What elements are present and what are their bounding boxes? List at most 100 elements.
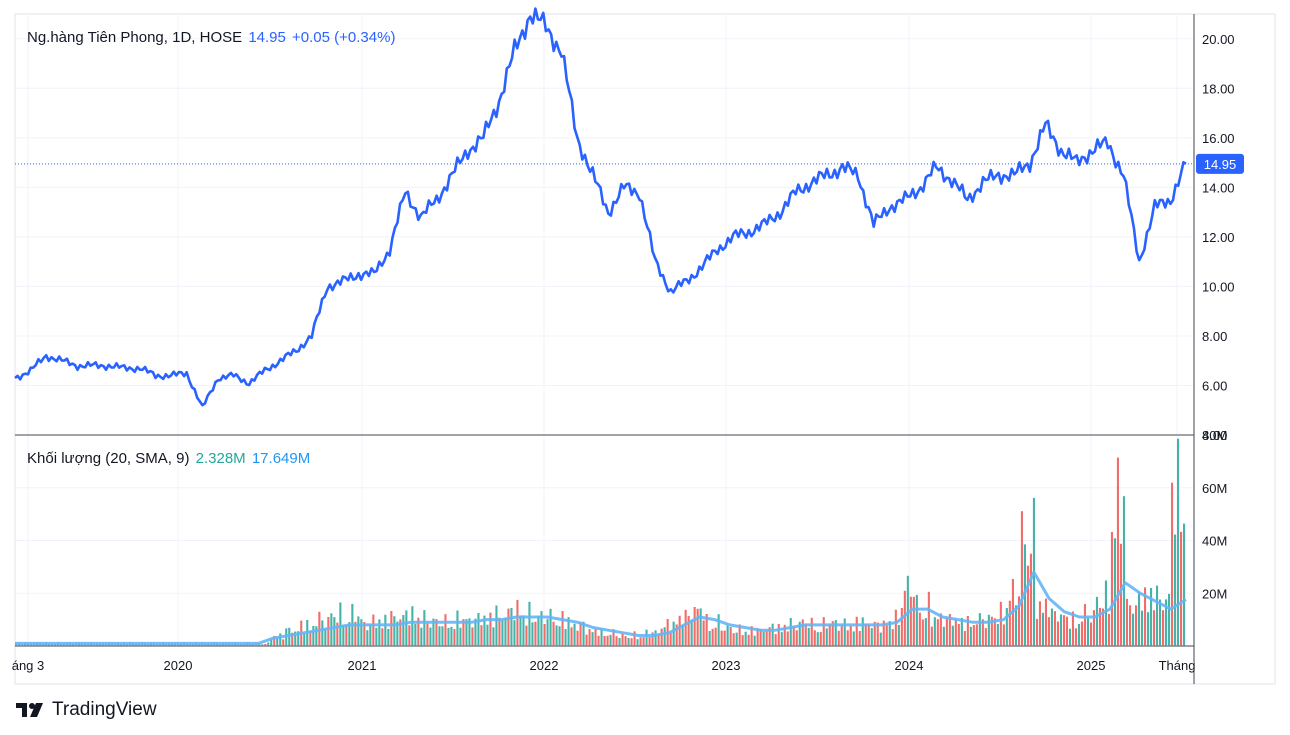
volume-bar — [708, 631, 711, 646]
volume-bar — [291, 632, 294, 646]
volume-bar — [63, 643, 66, 646]
volume-bar — [909, 596, 912, 646]
volume-bar — [231, 644, 234, 646]
volume-bar — [330, 613, 333, 646]
volume-tick-label: 60M — [1202, 481, 1227, 496]
volume-bar — [15, 644, 18, 646]
price-layer — [14, 7, 1187, 407]
volume-bar — [1104, 580, 1107, 646]
volume-bar — [585, 634, 588, 646]
volume-bar — [399, 619, 402, 646]
volume-bar — [975, 624, 978, 646]
time-tick-label: Tháng — [1159, 658, 1196, 673]
volume-bar — [480, 625, 483, 646]
volume-bar — [927, 591, 930, 646]
volume-bar — [873, 621, 876, 646]
volume-bar — [1144, 587, 1147, 646]
volume-bar — [1065, 616, 1068, 646]
volume-bar — [165, 644, 168, 646]
volume-bar — [648, 636, 651, 646]
price-tick-label: 6.00 — [1202, 378, 1227, 393]
volume-bar — [1107, 613, 1110, 646]
time-tick-label: áng 3 — [12, 658, 45, 673]
volume-bar — [1141, 610, 1144, 646]
volume-bar — [375, 627, 378, 646]
last-price-badge-text: 14.95 — [1204, 157, 1237, 172]
volume-bar — [489, 612, 492, 646]
volume-bar — [1092, 610, 1095, 646]
volume-bar — [372, 614, 375, 646]
volume-bar — [744, 631, 747, 646]
volume-bar — [630, 638, 633, 646]
volume-bar — [264, 643, 267, 646]
volume-bar — [690, 620, 693, 646]
price-tick-label: 4.00 — [1202, 428, 1227, 443]
volume-bar — [561, 611, 564, 646]
tradingview-logo[interactable]: TradingView — [16, 699, 157, 721]
volume-title: Khối lượng (20, SMA, 9) — [27, 450, 190, 467]
volume-bar — [1138, 592, 1141, 646]
volume-bar — [369, 624, 372, 646]
volume-bar — [801, 619, 804, 646]
volume-bar — [1135, 605, 1138, 646]
volume-bar — [354, 621, 357, 646]
volume-bar — [498, 617, 501, 646]
volume-tick-label: 20M — [1202, 586, 1227, 601]
volume-bar — [627, 638, 630, 646]
volume-bar — [945, 617, 948, 646]
volume-bar — [327, 617, 330, 646]
volume-bar — [858, 631, 861, 646]
volume-bar — [72, 644, 75, 646]
volume-bar — [501, 620, 504, 646]
volume-bar — [48, 644, 51, 646]
volume-bar — [1047, 617, 1050, 646]
volume-bar — [723, 630, 726, 646]
volume-tick-label: 40M — [1202, 534, 1227, 549]
volume-bar — [624, 636, 627, 646]
volume-bar — [516, 599, 519, 646]
volume-bar — [831, 621, 834, 646]
volume-bar — [1156, 585, 1159, 646]
volume-bar — [588, 629, 591, 646]
volume-bar — [1125, 598, 1128, 646]
volume-bar — [1029, 553, 1032, 646]
volume-bar — [21, 644, 24, 646]
volume-bar — [360, 619, 363, 646]
volume-bar — [525, 625, 528, 646]
volume-bar — [276, 637, 279, 646]
price-line — [14, 7, 1187, 407]
volume-bar — [426, 623, 429, 646]
volume-bar — [507, 608, 510, 646]
volume-bar — [1074, 628, 1077, 646]
volume-bar — [651, 632, 654, 646]
volume-bar — [495, 605, 498, 646]
volume-bar — [675, 624, 678, 646]
volume-bar — [672, 621, 675, 646]
volume-bar — [726, 624, 729, 646]
volume-bar — [732, 633, 735, 646]
volume-bar — [939, 613, 942, 646]
volume-bar — [1050, 608, 1053, 646]
volume-bar — [423, 610, 426, 646]
volume-bar — [519, 615, 522, 646]
volume-bar — [642, 637, 645, 646]
volume-bar — [540, 611, 543, 646]
volume-bar — [756, 628, 759, 646]
volume-bar — [429, 627, 432, 646]
volume-bar — [606, 635, 609, 646]
volume-bar — [711, 628, 714, 646]
volume-bar — [30, 644, 33, 646]
price-tick-label: 16.00 — [1202, 131, 1235, 146]
volume-bar — [198, 644, 201, 646]
volume-bar — [678, 615, 681, 646]
volume-bar — [420, 627, 423, 646]
volume-bar — [564, 629, 567, 646]
volume-bar — [1044, 598, 1047, 646]
volume-bar — [906, 575, 909, 646]
price-tick-label: 14.00 — [1202, 180, 1235, 195]
volume-bar — [1129, 605, 1132, 646]
volume-bar — [1132, 613, 1135, 646]
volume-bar — [891, 629, 894, 646]
time-tick-label: 2023 — [712, 658, 741, 673]
